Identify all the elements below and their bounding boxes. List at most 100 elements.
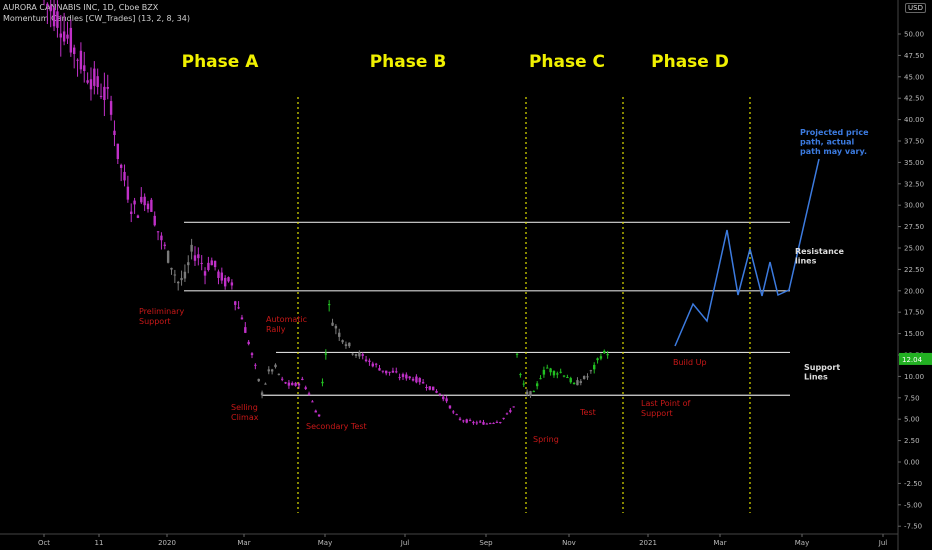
candle-body[interactable] [291, 382, 294, 386]
candle-body[interactable] [281, 378, 284, 380]
candle-body[interactable] [465, 419, 468, 423]
candle-body[interactable] [371, 363, 374, 367]
candle-body[interactable] [83, 65, 86, 72]
candle-body[interactable] [230, 282, 234, 286]
candle-body[interactable] [512, 406, 515, 408]
candle-body[interactable] [411, 378, 415, 381]
candle-body[interactable] [495, 421, 499, 423]
candle-body[interactable] [445, 398, 448, 402]
candle-body[interactable] [237, 307, 240, 309]
candle-body[interactable] [307, 393, 311, 395]
candle-body[interactable] [227, 277, 230, 282]
candle-body[interactable] [448, 405, 452, 409]
candle-body[interactable] [475, 422, 478, 424]
candle-body[interactable] [314, 410, 317, 413]
candle-body[interactable] [190, 244, 193, 252]
candle-body[interactable] [324, 353, 328, 355]
candle-body[interactable] [52, 7, 56, 27]
candle-body[interactable] [72, 47, 76, 55]
candle-body[interactable] [452, 411, 455, 413]
candle-body[interactable] [140, 196, 143, 203]
candle-body[interactable] [49, 5, 52, 12]
candle-body[interactable] [257, 378, 260, 382]
candle-body[interactable] [552, 371, 556, 376]
candle-body[interactable] [93, 68, 96, 86]
candle-body[interactable] [321, 381, 324, 384]
candle-body[interactable] [59, 33, 62, 38]
candle-body[interactable] [556, 373, 559, 375]
candle-body[interactable] [539, 378, 542, 380]
candle-body[interactable] [130, 211, 133, 214]
candle-body[interactable] [133, 200, 136, 205]
candle-body[interactable] [478, 421, 482, 423]
candle-body[interactable] [395, 371, 398, 373]
candle-body[interactable] [468, 420, 472, 422]
candle-body[interactable] [418, 378, 421, 383]
candle-body[interactable] [405, 374, 408, 379]
candle-body[interactable] [569, 378, 572, 383]
candle-body[interactable] [572, 382, 576, 385]
candle-body[interactable] [576, 380, 579, 386]
candle-body[interactable] [113, 130, 116, 136]
candle-body[interactable] [301, 378, 304, 381]
candle-body[interactable] [170, 267, 173, 270]
candle-body[interactable] [348, 342, 351, 347]
candle-body[interactable] [62, 31, 66, 42]
candle-body[interactable] [180, 277, 183, 281]
candle-body[interactable] [385, 370, 388, 374]
candle-body[interactable] [76, 59, 79, 61]
candle-body[interactable] [535, 383, 539, 387]
candle-body[interactable] [603, 350, 606, 354]
candle-body[interactable] [485, 423, 489, 425]
candle-body[interactable] [327, 304, 331, 306]
candle-body[interactable] [274, 364, 277, 368]
candle-body[interactable] [472, 421, 475, 424]
candle-body[interactable] [287, 382, 291, 386]
candle-body[interactable] [267, 369, 270, 372]
candle-body[interactable] [549, 368, 552, 373]
candle-body[interactable] [579, 381, 582, 383]
candle-body[interactable] [546, 367, 549, 369]
candle-body[interactable] [338, 332, 341, 337]
candle-body[interactable] [522, 383, 525, 385]
candle-body[interactable] [126, 186, 130, 200]
candle-body[interactable] [586, 376, 589, 378]
candle-body[interactable] [351, 353, 354, 355]
candle-body[interactable] [344, 344, 348, 346]
candle-body[interactable] [462, 420, 465, 422]
candle-body[interactable] [210, 260, 213, 266]
candle-body[interactable] [106, 87, 109, 89]
candle-body[interactable] [254, 364, 257, 366]
candle-body[interactable] [200, 262, 203, 264]
candle-body[interactable] [156, 231, 160, 233]
candle-body[interactable] [566, 377, 569, 379]
candle-body[interactable] [223, 277, 227, 287]
candle-body[interactable] [66, 34, 69, 39]
candle-body[interactable] [364, 359, 368, 362]
candle-body[interactable] [458, 418, 462, 420]
candle-body[interactable] [143, 196, 146, 206]
candle-body[interactable] [69, 27, 73, 53]
candle-body[interactable] [438, 393, 442, 395]
candle-body[interactable] [515, 353, 519, 355]
candle-body[interactable] [304, 387, 307, 389]
candle-body[interactable] [489, 423, 492, 425]
candle-body[interactable] [492, 422, 495, 424]
candle-body[interactable] [599, 356, 603, 359]
candle-body[interactable] [505, 413, 509, 415]
candle-body[interactable] [284, 382, 287, 384]
candle-body[interactable] [240, 317, 244, 320]
candle-body[interactable] [203, 271, 207, 276]
candle-body[interactable] [361, 354, 364, 356]
candle-body[interactable] [519, 374, 522, 376]
candle-body[interactable] [421, 382, 425, 384]
candle-body[interactable] [388, 371, 391, 373]
candle-body[interactable] [532, 391, 536, 393]
candle-body[interactable] [56, 11, 59, 28]
candle-body[interactable] [99, 95, 103, 97]
candle-body[interactable] [589, 370, 593, 372]
candle-body[interactable] [425, 386, 428, 388]
candle-body[interactable] [334, 325, 338, 329]
candle-body[interactable] [559, 371, 562, 373]
